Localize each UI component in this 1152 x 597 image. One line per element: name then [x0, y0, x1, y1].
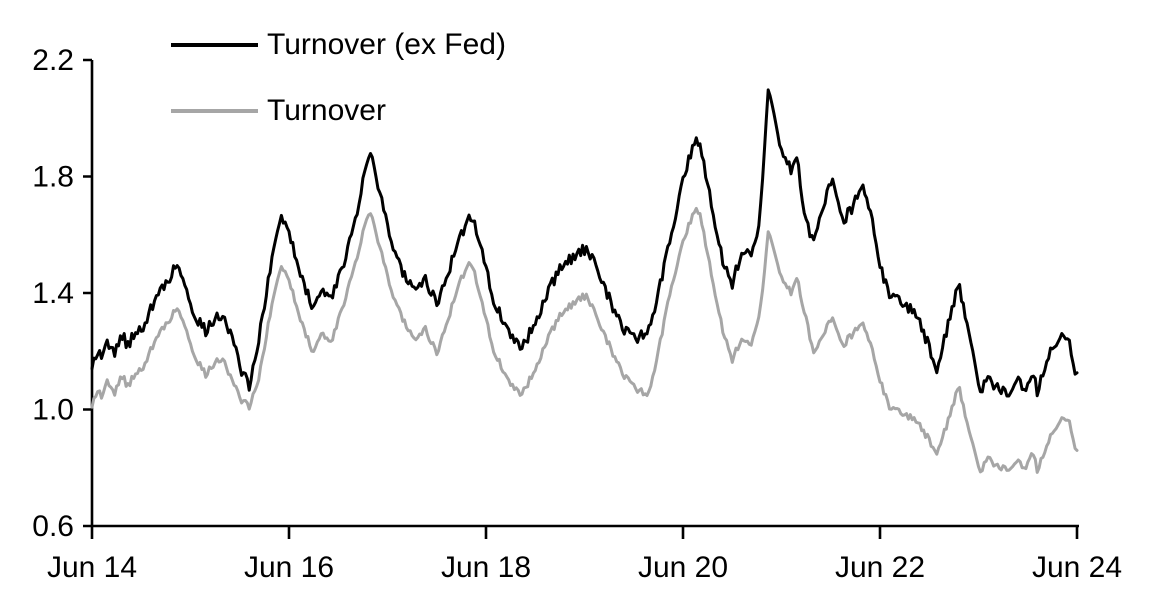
- x-tick-label: Jun 24: [1032, 551, 1122, 584]
- series-line-turnover-ex-fed: [90, 88, 1079, 398]
- y-tick-label: 0.6: [32, 510, 74, 543]
- legend-line-swatch-gray: [171, 109, 258, 113]
- legend-item-turnover: Turnover: [171, 93, 386, 129]
- x-tick-label: Jun 14: [47, 551, 137, 584]
- y-tick-label: 1.8: [32, 161, 74, 194]
- plot-series: [90, 88, 1079, 474]
- x-tick-label: Jun 20: [638, 551, 728, 584]
- y-tick-label: 2.2: [32, 44, 74, 77]
- x-tick-label: Jun 18: [441, 551, 531, 584]
- legend-item-turnover-ex-fed: Turnover (ex Fed): [171, 27, 506, 63]
- x-tick-label: Jun 16: [244, 551, 334, 584]
- legend-label-turnover: Turnover: [267, 94, 386, 127]
- legend-label-turnover-ex-fed: Turnover (ex Fed): [267, 28, 506, 61]
- x-tick-label: Jun 22: [835, 551, 925, 584]
- y-tick-label: 1.0: [32, 394, 74, 427]
- axes: 0.6 1.0 1.4 1.8 2.2 Jun 14 Jun 16 Jun 18 Jun 20 J…: [32, 44, 1122, 584]
- y-tick-label: 1.4: [32, 277, 74, 310]
- legend-line-swatch-black: [171, 43, 258, 47]
- series-line-turnover: [90, 206, 1079, 474]
- axis-lines-and-ticks: [83, 58, 1079, 539]
